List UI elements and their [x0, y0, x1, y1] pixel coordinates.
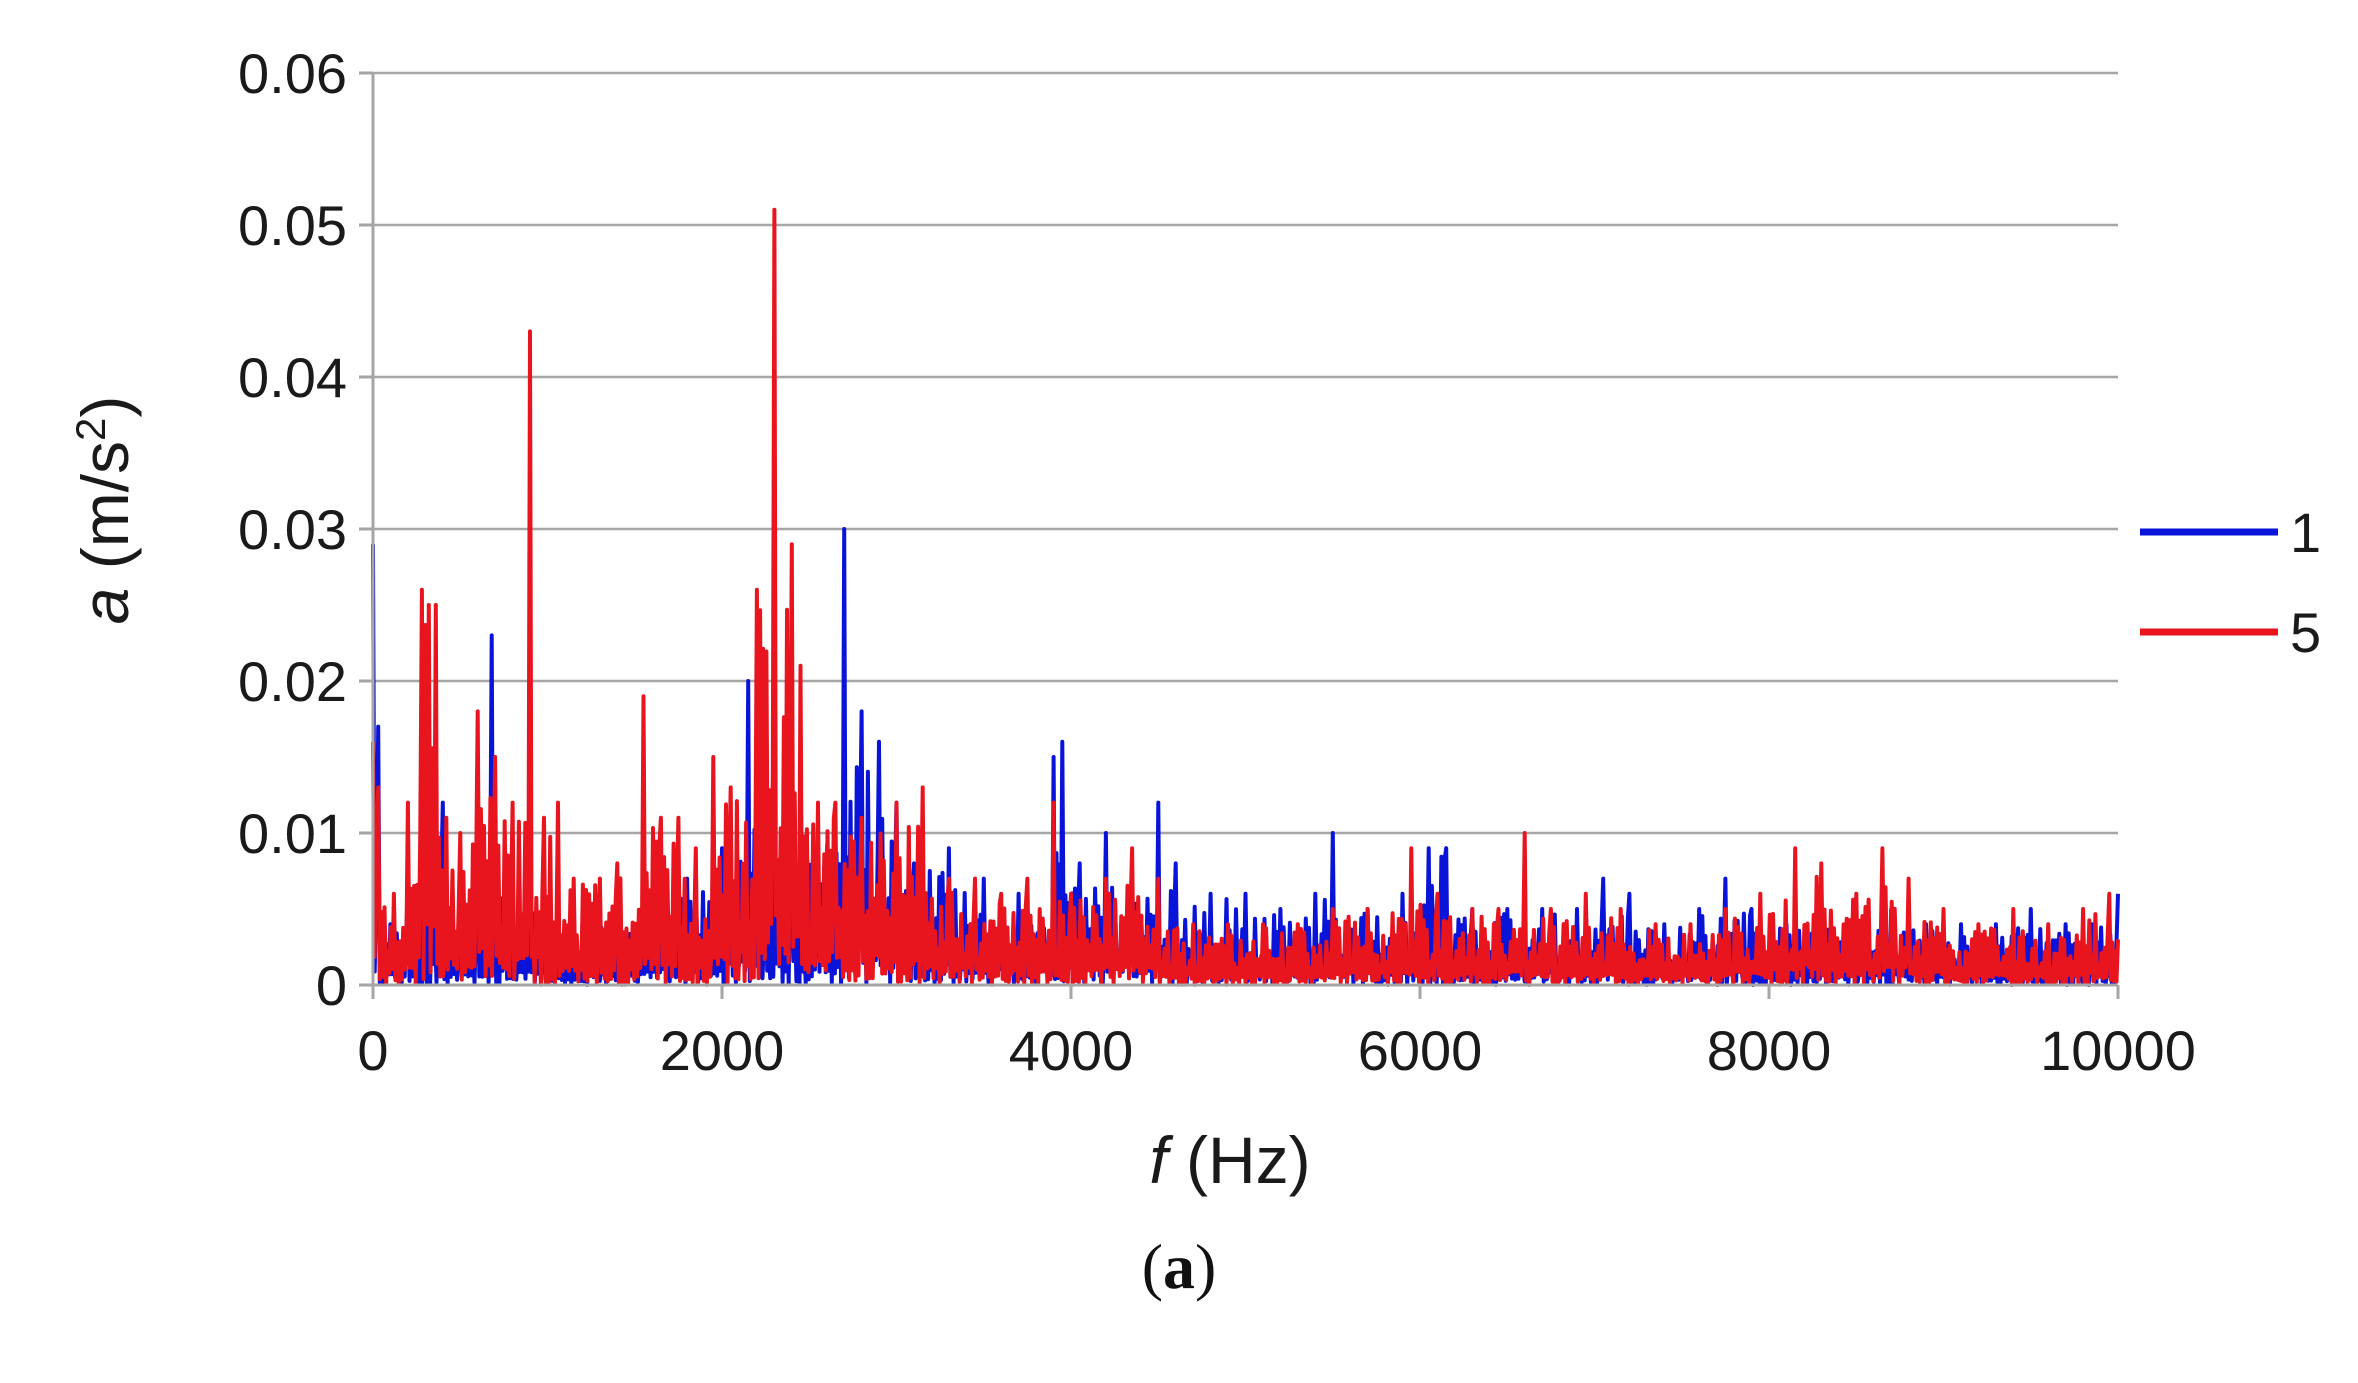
y-tick-label-1: 0.01	[238, 802, 347, 865]
x-axis-title-unit: (Hz)	[1168, 1123, 1311, 1197]
series-layer	[371, 207, 2120, 987]
y-tick-label-3: 0.03	[238, 498, 347, 561]
axes	[359, 71, 2120, 999]
x-axis-title: f (Hz)	[1149, 1123, 1310, 1197]
legend-label-5: 5	[2290, 601, 2321, 664]
y-tick-label-6: 0.06	[238, 42, 347, 105]
y-tick-label-2: 0.02	[238, 650, 347, 713]
series-line-5	[371, 207, 2120, 987]
y-axis-title-superscript: 2	[67, 418, 114, 441]
y-tick-label-0: 0	[316, 954, 347, 1017]
legend: 15	[2140, 501, 2321, 664]
figure-caption: (a)	[0, 1230, 2358, 1304]
y-axis-title: a (m/s2)	[67, 396, 143, 625]
y-axis-title-symbol: a	[68, 588, 142, 625]
caption-close: )	[1195, 1231, 1217, 1302]
x-tick-label-0: 0	[357, 1019, 388, 1082]
gridlines	[373, 71, 2118, 835]
caption-letter: a	[1163, 1231, 1195, 1302]
caption-open: (	[1141, 1231, 1163, 1302]
x-tick-label-1: 2000	[660, 1019, 785, 1082]
x-tick-label-5: 10000	[2040, 1019, 2196, 1082]
legend-label-1: 1	[2290, 501, 2321, 564]
y-axis-title-unit: (m/s	[68, 441, 142, 588]
y-axis-title-close: )	[68, 396, 142, 418]
x-tick-label-3: 6000	[1358, 1019, 1483, 1082]
x-tick-label-4: 8000	[1707, 1019, 1832, 1082]
y-tick-labels: 0 0.01 0.02 0.03 0.04 0.05 0.06	[238, 42, 347, 1017]
y-tick-label-4: 0.04	[238, 346, 347, 409]
x-tick-label-2: 4000	[1009, 1019, 1134, 1082]
x-tick-labels: 0 2000 4000 6000 8000 10000	[357, 1019, 2195, 1082]
y-tick-label-5: 0.05	[238, 194, 347, 257]
